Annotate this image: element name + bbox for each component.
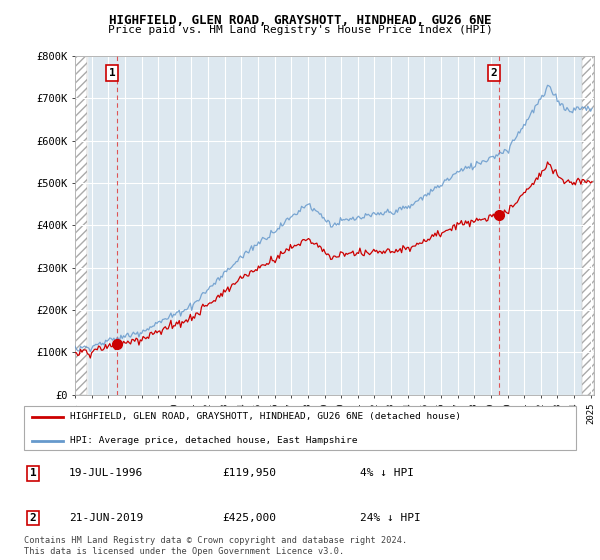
Text: 21-JUN-2019: 21-JUN-2019 <box>69 513 143 523</box>
Text: 1: 1 <box>29 468 37 478</box>
Text: 4% ↓ HPI: 4% ↓ HPI <box>360 468 414 478</box>
Text: HIGHFIELD, GLEN ROAD, GRAYSHOTT, HINDHEAD, GU26 6NE: HIGHFIELD, GLEN ROAD, GRAYSHOTT, HINDHEA… <box>109 14 491 27</box>
FancyBboxPatch shape <box>24 406 577 450</box>
Text: 2: 2 <box>490 68 497 78</box>
Text: 19-JUL-1996: 19-JUL-1996 <box>69 468 143 478</box>
Text: Price paid vs. HM Land Registry's House Price Index (HPI): Price paid vs. HM Land Registry's House … <box>107 25 493 35</box>
Text: HPI: Average price, detached house, East Hampshire: HPI: Average price, detached house, East… <box>70 436 357 445</box>
Text: HIGHFIELD, GLEN ROAD, GRAYSHOTT, HINDHEAD, GU26 6NE (detached house): HIGHFIELD, GLEN ROAD, GRAYSHOTT, HINDHEA… <box>70 412 461 421</box>
Text: £119,950: £119,950 <box>222 468 276 478</box>
Text: 2: 2 <box>29 513 37 523</box>
Text: £425,000: £425,000 <box>222 513 276 523</box>
Text: Contains HM Land Registry data © Crown copyright and database right 2024.
This d: Contains HM Land Registry data © Crown c… <box>24 536 407 556</box>
Text: 1: 1 <box>109 68 116 78</box>
Text: 24% ↓ HPI: 24% ↓ HPI <box>360 513 421 523</box>
